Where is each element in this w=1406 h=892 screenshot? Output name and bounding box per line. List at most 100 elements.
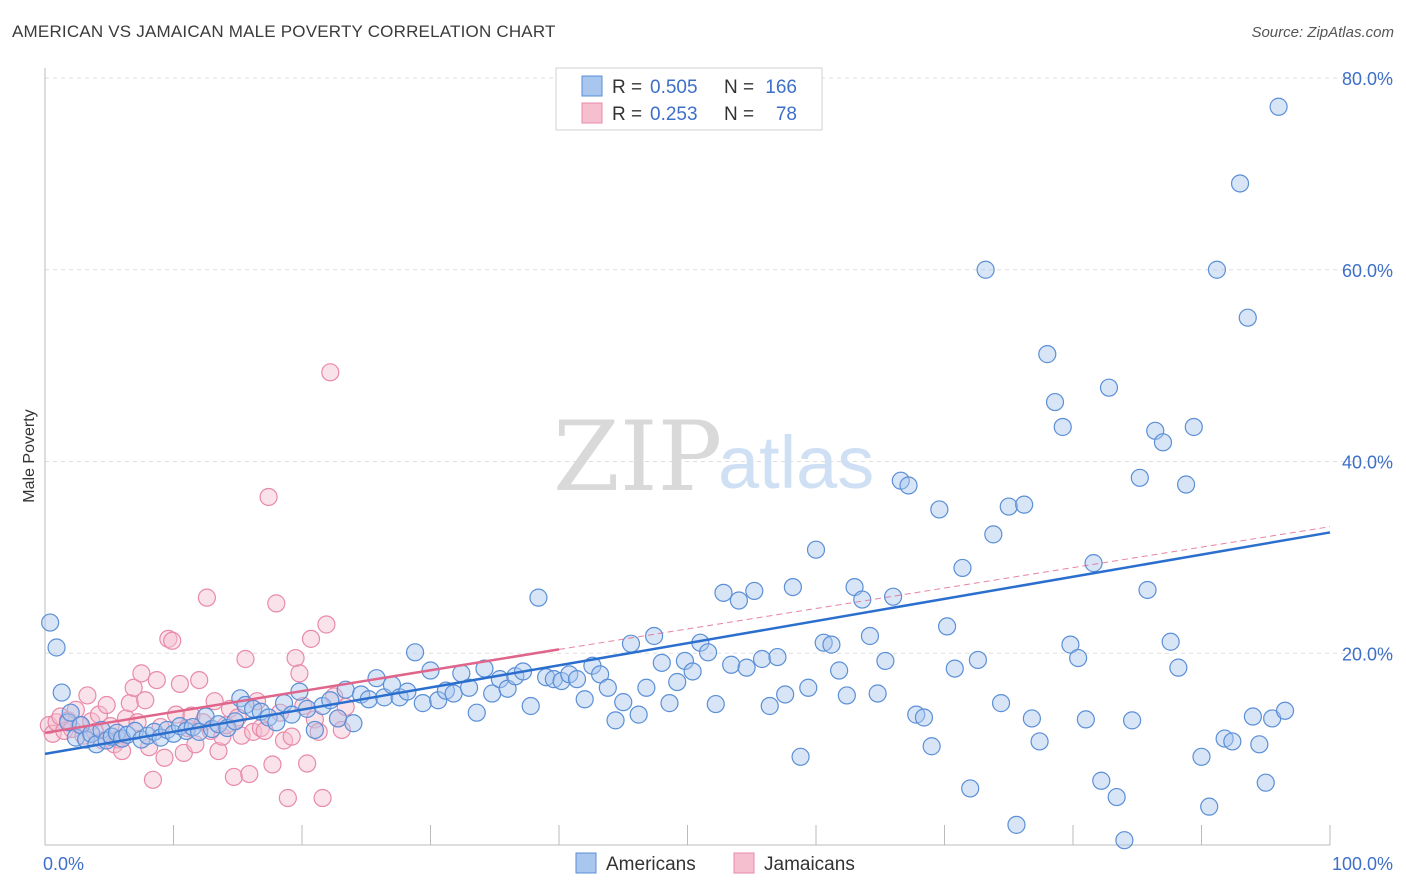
- data-point-americans: [1061, 635, 1080, 654]
- data-point-americans: [791, 747, 810, 766]
- axes: [44, 68, 1331, 846]
- data-point-americans: [41, 613, 60, 632]
- data-point-americans: [1269, 97, 1288, 116]
- data-point-americans: [837, 686, 856, 705]
- data-point-jamaicans: [112, 741, 132, 761]
- data-point-americans: [1038, 345, 1057, 364]
- y-tick-label: 80.0%: [1342, 69, 1393, 89]
- data-point-americans: [429, 691, 448, 710]
- data-point-americans: [305, 720, 324, 740]
- data-point-americans: [52, 683, 71, 702]
- data-point-americans: [752, 649, 772, 669]
- data-point-americans: [61, 703, 80, 722]
- data-point-americans: [328, 709, 348, 728]
- data-point-americans: [768, 647, 787, 667]
- data-point-americans: [737, 658, 756, 677]
- data-point-americans: [644, 626, 664, 646]
- legend-r-label-americans: R =: [612, 77, 642, 98]
- data-point-americans: [668, 672, 687, 692]
- bottom-swatch-jamaicans: [733, 852, 755, 874]
- data-point-americans: [714, 583, 733, 602]
- data-point-americans: [344, 714, 363, 733]
- data-point-americans: [806, 540, 826, 559]
- data-point-americans: [799, 678, 818, 697]
- data-point-americans: [652, 653, 671, 672]
- data-point-americans: [1138, 580, 1157, 600]
- data-point-jamaicans: [267, 594, 286, 613]
- data-point-americans: [937, 617, 957, 636]
- data-point-jamaicans: [259, 487, 278, 507]
- data-point-americans: [567, 670, 587, 689]
- data-point-americans: [1092, 771, 1111, 790]
- data-point-jamaicans: [224, 767, 243, 787]
- data-point-americans: [614, 693, 633, 712]
- data-point-jamaicans: [298, 754, 317, 773]
- bottom-swatch-americans: [575, 852, 597, 874]
- trend-line-jamaicans-extended: [558, 526, 1331, 650]
- data-point-jamaicans: [286, 648, 305, 668]
- data-point-americans: [444, 684, 463, 703]
- data-point-americans: [776, 685, 795, 704]
- data-point-americans: [1130, 468, 1149, 487]
- data-point-americans: [629, 705, 648, 724]
- legend-n-value-americans: 166: [765, 77, 797, 98]
- legend-swatch-americans: [581, 75, 603, 97]
- data-point-americans: [1169, 658, 1188, 677]
- data-point-americans: [1045, 392, 1065, 412]
- data-point-americans: [521, 696, 540, 716]
- data-point-americans: [945, 659, 964, 678]
- bottom-legend-jamaicans: Jamaicans: [764, 854, 855, 875]
- data-point-americans: [1256, 773, 1275, 792]
- data-point-americans: [1099, 378, 1119, 397]
- x-tick-labels: 0.0% 100.0%: [43, 854, 1393, 874]
- y-tick-label: 40.0%: [1342, 453, 1393, 473]
- gridlines: [45, 77, 1392, 654]
- data-point-jamaicans: [290, 664, 309, 683]
- data-point-americans: [1200, 797, 1219, 816]
- data-point-americans: [591, 665, 610, 684]
- trend-lines: [44, 526, 1331, 756]
- data-point-americans: [598, 678, 617, 697]
- data-point-americans: [853, 590, 872, 609]
- data-point-americans: [1184, 417, 1203, 437]
- source-label: Source: ZipAtlas.com: [1251, 24, 1394, 41]
- y-axis-label: Male Poverty: [21, 409, 38, 502]
- data-point-americans: [745, 581, 764, 601]
- data-point-americans: [282, 705, 301, 724]
- data-point-jamaicans: [147, 670, 166, 690]
- legend-n-value-jamaicans: 78: [776, 104, 797, 125]
- data-point-americans: [660, 694, 679, 713]
- trend-line-americans: [44, 531, 1331, 756]
- data-point-americans: [1230, 174, 1250, 193]
- y-tick-label: 20.0%: [1342, 644, 1393, 664]
- legend-r-value-jamaicans: 0.253: [650, 104, 698, 125]
- data-point-jamaicans: [120, 694, 139, 713]
- data-point-jamaicans: [236, 649, 255, 669]
- data-point-americans: [92, 720, 111, 740]
- data-point-americans: [922, 737, 941, 756]
- chart-title: AMERICAN VS JAMAICAN MALE POVERTY CORREL…: [12, 22, 556, 41]
- data-point-americans: [883, 587, 903, 606]
- data-point-americans: [984, 525, 1003, 544]
- data-point-americans: [683, 662, 702, 681]
- data-point-jamaicans: [78, 686, 97, 705]
- data-point-americans: [637, 678, 656, 697]
- x-tick-label-end: 100.0%: [1332, 854, 1393, 874]
- data-point-jamaicans: [143, 770, 163, 789]
- data-point-jamaicans: [240, 764, 259, 784]
- data-point-americans: [698, 643, 718, 662]
- data-point-americans: [405, 643, 425, 662]
- data-point-jamaicans: [332, 720, 351, 740]
- watermark: ZIP atlas: [553, 401, 874, 513]
- data-point-americans: [606, 711, 625, 730]
- data-point-americans: [413, 694, 432, 713]
- data-point-americans: [961, 779, 980, 798]
- data-point-jamaicans: [313, 788, 332, 808]
- data-point-americans: [1053, 417, 1072, 437]
- data-point-americans: [552, 671, 571, 691]
- data-point-jamaicans: [170, 674, 190, 694]
- legend-r-value-americans: 0.505: [650, 77, 698, 98]
- data-point-americans: [529, 588, 548, 607]
- data-point-jamaicans: [163, 631, 182, 650]
- data-point-americans: [467, 703, 486, 722]
